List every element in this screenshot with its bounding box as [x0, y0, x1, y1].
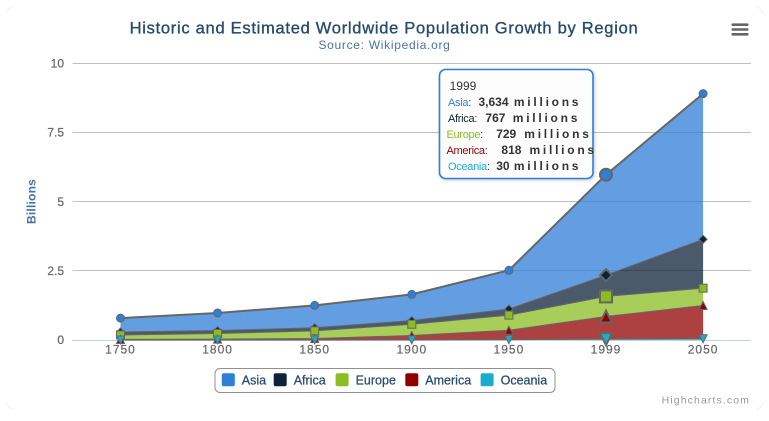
svg-text:Oceania: Oceania — [501, 374, 548, 388]
svg-text:10: 10 — [51, 57, 65, 71]
svg-text:1800: 1800 — [202, 343, 233, 357]
svg-text:1900: 1900 — [396, 343, 427, 357]
svg-text:Africa: Africa — [294, 374, 326, 388]
svg-text:1750: 1750 — [105, 343, 136, 357]
svg-text:1999: 1999 — [450, 79, 477, 93]
svg-text:Asia: Asia — [242, 374, 266, 388]
svg-text:Historic and Estimated Worldwi: Historic and Estimated Worldwide Populat… — [130, 20, 639, 38]
svg-text:1850: 1850 — [299, 343, 330, 357]
svg-text:1950: 1950 — [494, 343, 525, 357]
svg-text:2050: 2050 — [688, 343, 719, 357]
svg-text:Billions: Billions — [25, 179, 39, 224]
svg-text:Source: Wikipedia.org: Source: Wikipedia.org — [318, 38, 450, 52]
svg-text:1999: 1999 — [591, 343, 622, 357]
svg-text:0: 0 — [57, 333, 64, 347]
svg-text:7.5: 7.5 — [47, 126, 64, 140]
svg-text:2.5: 2.5 — [47, 264, 64, 278]
svg-text:Europe: Europe — [356, 374, 396, 388]
svg-text:Highcharts.com: Highcharts.com — [662, 394, 750, 406]
svg-text:America: America — [425, 374, 471, 388]
svg-text:5: 5 — [57, 195, 64, 209]
